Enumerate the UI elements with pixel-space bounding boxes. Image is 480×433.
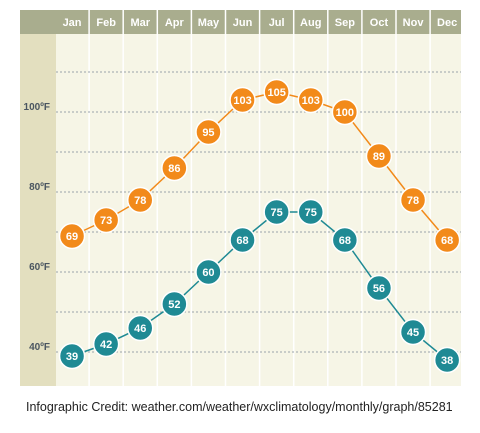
- high-temp-value: 86: [168, 163, 180, 175]
- axis-panel: [20, 34, 56, 386]
- month-label: Nov: [403, 17, 425, 29]
- credit-text: Infographic Credit: weather.com/weather/…: [26, 400, 453, 414]
- low-temp-marker: [229, 226, 256, 254]
- low-temp-marker: [399, 318, 427, 346]
- high-temp-marker: [297, 86, 324, 114]
- high-temp-marker: [263, 78, 290, 106]
- low-temp-marker: [331, 226, 359, 254]
- month-header: [20, 10, 461, 34]
- high-temp-value: 95: [202, 127, 214, 139]
- month-label: Mar: [130, 17, 150, 29]
- y-tick-label: 40ºF: [29, 342, 50, 353]
- low-temp-value: 75: [305, 207, 317, 219]
- month-label: Oct: [370, 17, 389, 29]
- month-label: Jul: [269, 17, 285, 29]
- y-tick-label: 100ºF: [24, 102, 50, 113]
- high-temp-value: 78: [407, 195, 419, 207]
- low-temp-value: 46: [134, 323, 146, 335]
- high-temp-marker: [229, 86, 256, 114]
- low-temp-value: 68: [339, 235, 351, 247]
- high-temp-marker: [161, 154, 188, 182]
- low-temp-value: 56: [373, 283, 385, 295]
- low-temp-value: 39: [66, 351, 78, 363]
- low-temp-marker: [58, 342, 86, 370]
- month-label: May: [198, 17, 220, 29]
- high-temp-marker: [92, 206, 120, 234]
- high-temp-marker: [365, 142, 393, 170]
- high-temp-marker: [58, 222, 86, 250]
- low-temp-value: 38: [441, 355, 453, 367]
- low-temp-marker: [195, 258, 222, 286]
- high-temp-value: 89: [373, 151, 385, 163]
- high-temp-marker: [331, 98, 359, 126]
- high-temp-marker: [433, 226, 461, 254]
- low-temp-value: 45: [407, 327, 419, 339]
- high-temp-value: 73: [100, 215, 112, 227]
- y-tick-label: 80ºF: [29, 182, 50, 193]
- low-temp-marker: [161, 290, 188, 318]
- high-temp-value: 103: [302, 95, 320, 107]
- low-temp-marker: [297, 198, 324, 226]
- month-label: Sep: [335, 17, 355, 29]
- climate-chart: Jan Feb Mar Apr May Jun Jul Aug Sep Oct Nov Dec 40º…: [20, 10, 461, 386]
- high-temp-marker: [127, 186, 154, 214]
- low-temp-value: 68: [236, 235, 248, 247]
- high-temp-value: 69: [66, 231, 78, 243]
- month-label: Apr: [165, 17, 185, 29]
- high-temp-value: 78: [134, 195, 146, 207]
- low-temp-marker: [127, 314, 154, 342]
- month-label: Jun: [233, 17, 253, 29]
- month-label: Jan: [63, 17, 82, 29]
- low-temp-value: 75: [271, 207, 283, 219]
- y-tick-label: 60ºF: [29, 262, 50, 273]
- low-temp-marker: [263, 198, 290, 226]
- low-temp-marker: [433, 346, 461, 374]
- high-temp-value: 68: [441, 235, 453, 247]
- month-label: Aug: [300, 17, 321, 29]
- high-temp-value: 100: [336, 107, 354, 119]
- low-temp-value: 52: [168, 299, 180, 311]
- low-temp-marker: [365, 274, 393, 302]
- high-temp-value: 105: [267, 87, 285, 99]
- month-label: Dec: [437, 17, 457, 29]
- high-temp-marker: [195, 118, 222, 146]
- low-temp-marker: [92, 330, 120, 358]
- month-label: Feb: [96, 17, 116, 29]
- high-temp-marker: [399, 186, 427, 214]
- high-temp-value: 103: [233, 95, 251, 107]
- low-temp-value: 42: [100, 339, 112, 351]
- low-temp-value: 60: [202, 267, 214, 279]
